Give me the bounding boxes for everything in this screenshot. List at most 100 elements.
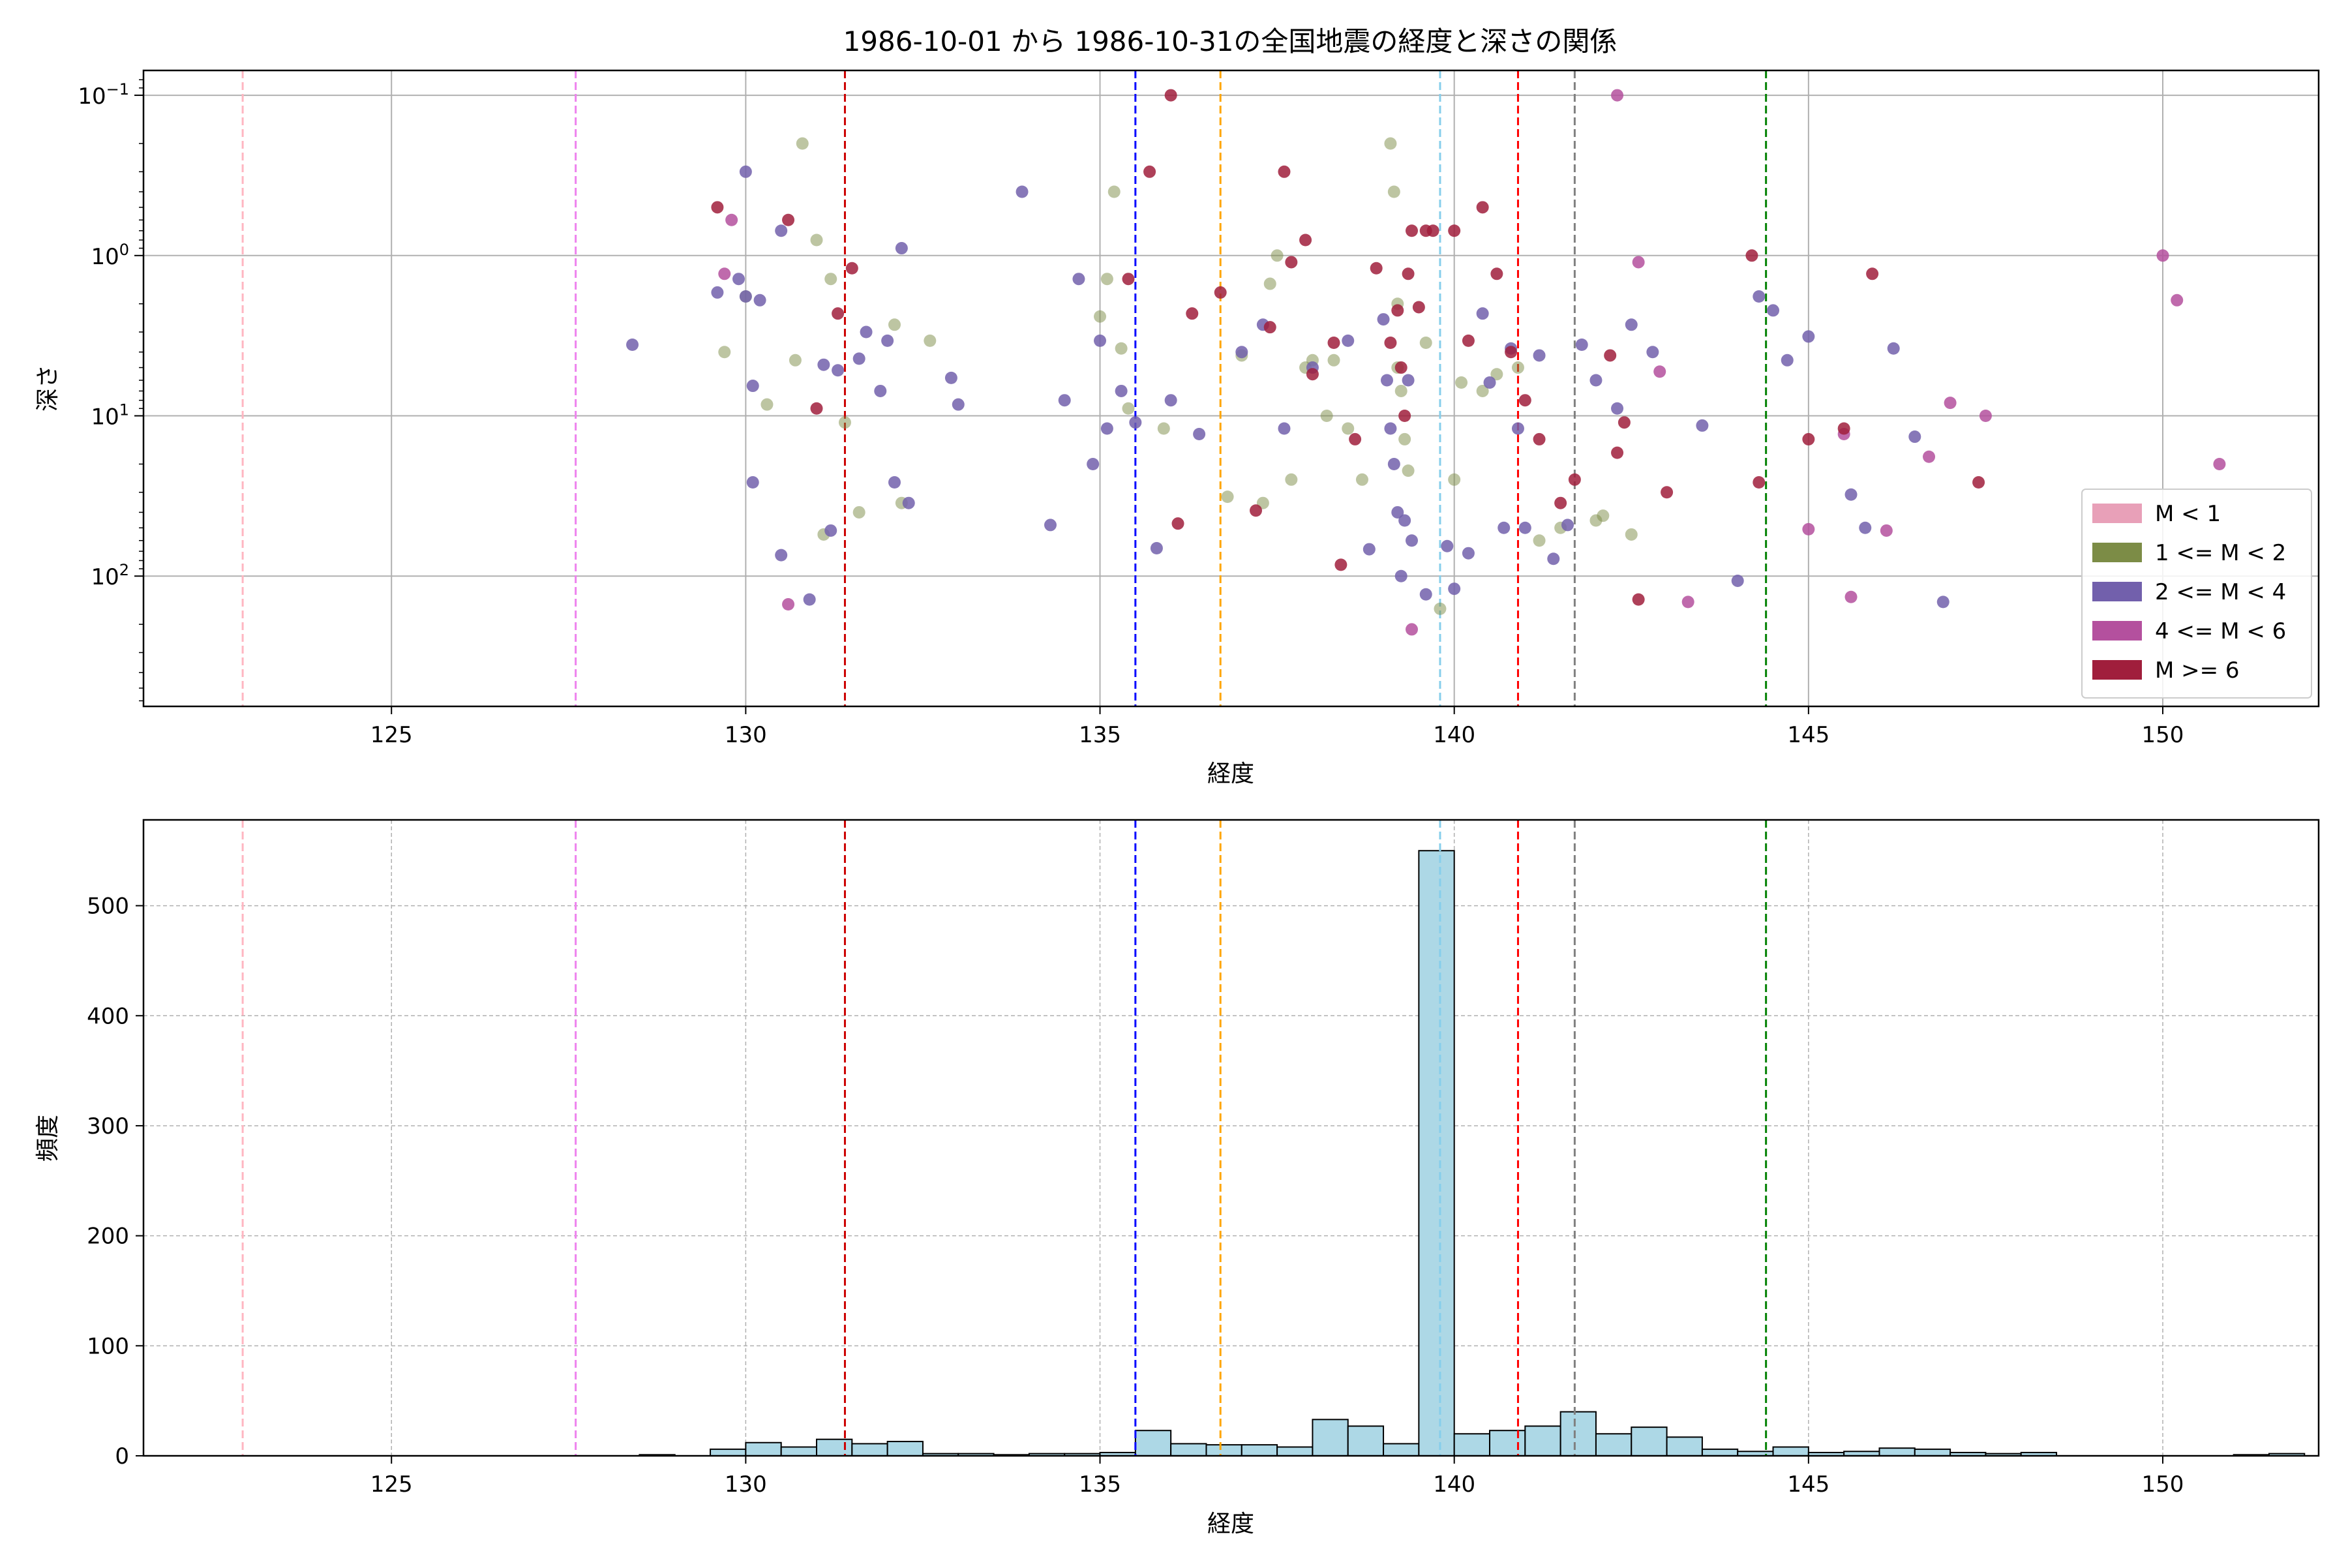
scatter-point xyxy=(1498,521,1511,534)
scatter-point xyxy=(1696,419,1709,432)
scatter-y-tick-label: 101 xyxy=(91,401,129,430)
scatter-y-tick-label: 10−1 xyxy=(78,80,129,110)
scatter-point xyxy=(1299,234,1312,247)
scatter-grid xyxy=(143,70,2319,706)
scatter-point xyxy=(1419,588,1432,601)
scatter-point xyxy=(1115,384,1128,397)
scatter-point xyxy=(1285,256,1298,269)
histogram-bar xyxy=(1205,1444,1242,1457)
scatter-point xyxy=(1979,410,1992,423)
histogram-x-tick-label: 150 xyxy=(2142,1471,2184,1498)
scatter-point xyxy=(1837,422,1850,435)
scatter-point xyxy=(1434,602,1447,615)
scatter-point xyxy=(1419,336,1432,349)
scatter-point xyxy=(1402,267,1415,280)
scatter-point xyxy=(1632,593,1645,606)
scatter-point xyxy=(1490,267,1503,280)
histogram-bar xyxy=(1666,1436,1703,1456)
histogram-y-tick-label: 300 xyxy=(87,1113,129,1139)
histogram-bar xyxy=(1276,1446,1314,1456)
scatter-plot-area xyxy=(143,70,2319,706)
scatter-point xyxy=(817,358,830,371)
scatter-x-tick-label: 150 xyxy=(2142,722,2184,748)
legend-box xyxy=(2081,489,2312,699)
scatter-point xyxy=(1263,277,1276,290)
scatter-point xyxy=(775,224,788,237)
scatter-point xyxy=(1122,402,1135,415)
scatter-point xyxy=(1214,286,1227,299)
scatter-y-axis-label: 深さ xyxy=(35,365,61,412)
histogram-x-tick-label: 145 xyxy=(1787,1471,1829,1498)
scatter-point xyxy=(1129,416,1142,429)
scatter-point xyxy=(1625,318,1638,331)
scatter-point xyxy=(1462,547,1475,560)
histogram-bar xyxy=(710,1448,747,1457)
scatter-point xyxy=(1887,342,1900,355)
scatter-point xyxy=(1370,262,1383,275)
scatter-point xyxy=(1547,552,1560,565)
scatter-point xyxy=(1802,522,1815,535)
scatter-point xyxy=(1193,428,1206,441)
scatter-point xyxy=(1377,313,1390,326)
histogram-x-axis-label: 経度 xyxy=(1207,1511,1254,1537)
histogram-plot-area xyxy=(143,820,2319,1456)
scatter-point xyxy=(1533,432,1546,445)
histogram-bar xyxy=(1701,1448,1739,1457)
scatter-point xyxy=(845,262,858,275)
scatter-point xyxy=(895,242,908,255)
scatter-point xyxy=(1278,165,1291,178)
scatter-y-ticks: 10−1 100 101 102 xyxy=(78,79,143,702)
scatter-point xyxy=(1611,446,1624,459)
histogram-bar xyxy=(1772,1446,1809,1456)
scatter-point xyxy=(1250,504,1263,517)
scatter-point xyxy=(810,402,823,415)
scatter-point xyxy=(881,334,894,347)
scatter-point xyxy=(1143,165,1156,178)
scatter-point xyxy=(739,290,752,303)
scatter-point xyxy=(1150,542,1163,555)
histogram-bar xyxy=(780,1446,818,1456)
scatter-point xyxy=(1462,334,1475,347)
scatter-x-tick-label: 130 xyxy=(725,722,767,748)
scatter-point xyxy=(1844,590,1858,603)
scatter-point xyxy=(1781,354,1794,367)
histogram-y-tick-label: 0 xyxy=(115,1443,129,1470)
scatter-point xyxy=(1448,582,1461,596)
scatter-point xyxy=(824,524,837,537)
scatter-point xyxy=(1632,256,1645,269)
scatter-point xyxy=(888,318,901,331)
histogram-bar xyxy=(886,1441,924,1457)
scatter-point xyxy=(1306,368,1319,381)
scatter-point xyxy=(924,334,937,347)
scatter-point xyxy=(1753,290,1766,303)
scatter-point xyxy=(1394,384,1407,397)
histogram-bar xyxy=(851,1443,888,1456)
scatter-point xyxy=(1394,361,1407,374)
scatter-point xyxy=(852,352,865,365)
scatter-point xyxy=(1402,464,1415,477)
scatter-point xyxy=(952,398,965,411)
scatter-point xyxy=(1866,267,1879,280)
scatter-point xyxy=(1448,473,1461,486)
scatter-point xyxy=(1398,432,1411,445)
scatter-point xyxy=(753,294,766,307)
scatter-point xyxy=(1164,89,1177,102)
scatter-point xyxy=(1186,307,1199,320)
scatter-point xyxy=(1094,310,1107,323)
histogram-x-tick-label: 135 xyxy=(1079,1471,1121,1498)
scatter-point xyxy=(1402,374,1415,387)
histogram-y-ticks: 0 100 200 300 400 500 xyxy=(87,894,143,1470)
histogram-bar xyxy=(1524,1425,1561,1457)
scatter-point xyxy=(1597,509,1610,522)
scatter-point xyxy=(1164,394,1177,407)
scatter-point xyxy=(1278,422,1291,435)
histogram-bar xyxy=(1170,1443,1207,1456)
scatter-point xyxy=(1285,473,1298,486)
histogram-bar xyxy=(1489,1430,1526,1456)
scatter-point xyxy=(1235,346,1248,359)
legend-swatch xyxy=(2092,582,2142,601)
scatter-axes-frame xyxy=(142,69,2320,708)
scatter-point xyxy=(739,165,752,178)
scatter-point xyxy=(1490,368,1503,381)
